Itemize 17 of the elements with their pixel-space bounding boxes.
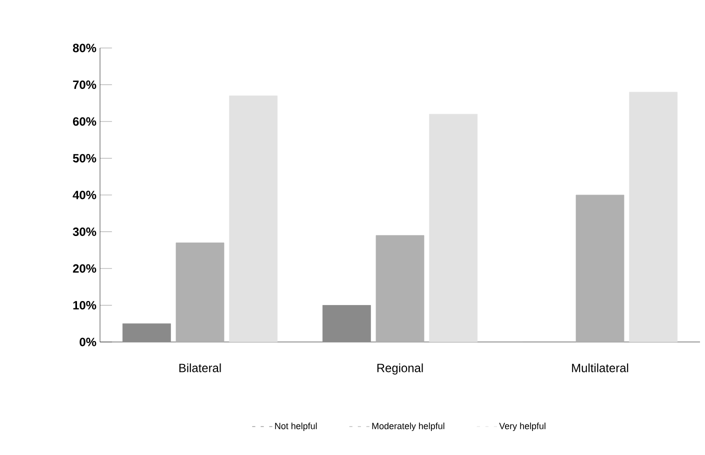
y-tick-label: 40% [72,190,96,200]
y-tick-label: 50% [72,154,96,162]
y-tick-label: 20% [72,264,96,273]
legend-label: Moderately helpful [372,422,444,431]
y-tick-label: 10% [73,301,96,310]
y-tick-label: 80% [72,44,96,52]
y-tick-label: 60% [73,117,96,126]
bar [322,305,371,342]
bar [122,323,171,342]
x-tick-label: Regional [377,363,423,375]
legend-label: Very helpful [499,422,546,431]
x-tick-label: Bilateral [179,363,221,372]
y-tick-label: 0% [80,338,96,346]
y-tick-label: 70% [73,80,96,89]
legend-label: Not helpful [275,422,317,431]
x-tick-label: Multilateral [572,363,628,372]
y-tick-label: 30% [72,228,96,236]
